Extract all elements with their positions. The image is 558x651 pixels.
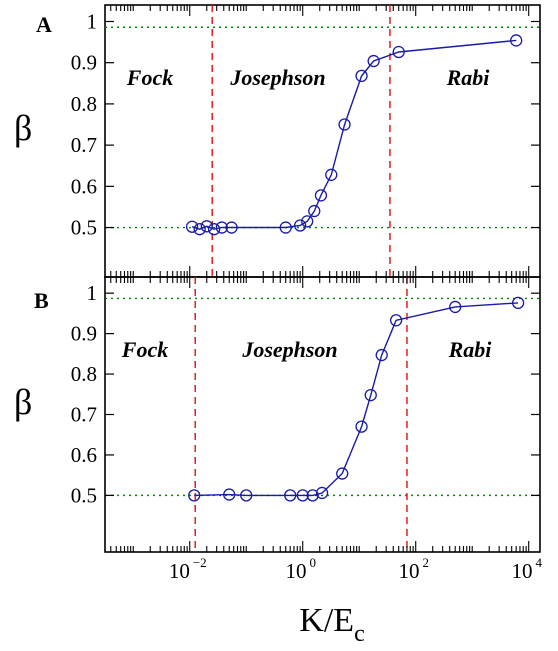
panel-b: 0.5 0.6 0.7 0.8 0.9 1 Bβ Fock Josephson Rabi: [14, 276, 541, 553]
data-point: [375, 348, 388, 362]
data-point: [207, 223, 221, 236]
data-point: [296, 489, 309, 502]
x-tick-label-base: 10: [511, 559, 532, 583]
data-point: [336, 467, 349, 480]
x-tick-label: 10 4: [511, 555, 542, 583]
data-point: [510, 34, 523, 47]
x-axis-label: K/Ec: [299, 602, 364, 647]
panel-letter: B: [34, 288, 49, 313]
y-tick-label: 0.7: [71, 403, 97, 427]
plot-frame: [104, 276, 541, 553]
y-tick-label: 0.8: [71, 92, 97, 116]
data-point: [193, 223, 206, 236]
data-point: [325, 168, 338, 181]
y-tick-label: 0.5: [71, 216, 97, 240]
data-point: [279, 221, 292, 234]
data-point: [314, 189, 328, 202]
region-label-fock: Fock: [126, 65, 173, 90]
plot-frame: [104, 4, 541, 278]
x-tick-label: 10 −2: [169, 555, 207, 583]
data-point: [389, 314, 403, 327]
x-tick-label-base: 10: [398, 559, 419, 583]
data-point: [355, 69, 368, 83]
data-point: [392, 45, 405, 59]
panel-letter: A: [36, 12, 52, 37]
region-label-fock: Fock: [121, 337, 168, 362]
data-point: [449, 300, 462, 314]
region-label-rabi: Rabi: [446, 65, 491, 90]
data-point: [315, 486, 329, 500]
y-tick-label: 0.7: [71, 133, 97, 157]
y-tick-label: 1: [87, 281, 98, 305]
y-axis-label: β: [14, 382, 32, 422]
y-tick-label: 0.8: [71, 362, 97, 386]
data-point: [306, 489, 319, 502]
data-point: [223, 488, 236, 501]
y-tick-label: 0.9: [71, 322, 97, 346]
data-point: [364, 388, 377, 402]
x-tick-label: 10 2: [398, 555, 429, 583]
data-point: [308, 204, 321, 218]
data-point: [200, 220, 213, 233]
data-point: [338, 118, 351, 131]
series-line: [194, 302, 519, 497]
y-tick-label: 0.9: [71, 51, 97, 75]
x-axis: 10 −2 10 0 10 2 10 4: [169, 555, 543, 583]
y-tick-label: 0.5: [71, 483, 97, 507]
y-tick-label: 0.6: [71, 174, 97, 198]
x-axis-label-main: K/E: [299, 602, 354, 639]
data-point: [355, 420, 368, 433]
x-tick-label-exponent: 0: [309, 555, 316, 570]
x-tick-label: 10 0: [285, 555, 316, 583]
data-point: [215, 221, 228, 234]
data-point: [284, 489, 297, 502]
y-axis-label: β: [14, 108, 32, 148]
data-point: [367, 54, 380, 68]
panel-a: 0.5 0.6 0.7 0.8 0.9 1 Aβ Fock Josephson Rabi: [14, 4, 541, 278]
region-label-josephson: Josephson: [241, 337, 337, 362]
x-tick-label-exponent: 4: [535, 555, 542, 570]
x-tick-label-exponent: −2: [193, 555, 207, 570]
x-tick-label-exponent: 2: [422, 555, 429, 570]
data-point: [185, 220, 199, 233]
y-tick-label: 0.6: [71, 443, 97, 467]
y-tick-label: 1: [87, 9, 98, 33]
data-point: [293, 219, 307, 232]
x-axis-label-sub: c: [354, 621, 365, 647]
region-label-josephson: Josephson: [229, 65, 325, 90]
data-point: [240, 489, 253, 502]
data-point: [188, 489, 201, 502]
data-point: [511, 296, 525, 310]
x-tick-label-base: 10: [285, 559, 306, 583]
x-tick-label-base: 10: [169, 559, 190, 583]
region-label-rabi: Rabi: [448, 337, 493, 362]
data-point: [301, 215, 314, 228]
data-point: [225, 221, 238, 234]
